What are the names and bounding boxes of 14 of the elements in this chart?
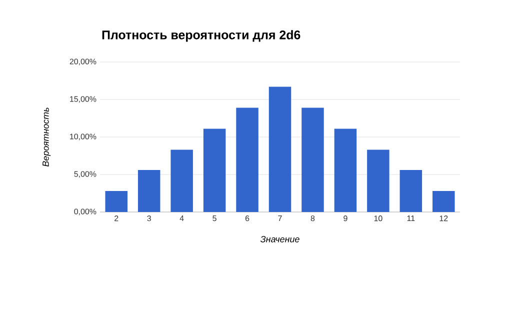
bar: [203, 128, 226, 212]
bar: [105, 191, 128, 212]
bar: [367, 150, 390, 212]
bar: [400, 170, 422, 212]
bar: [432, 191, 455, 212]
chart-title: Плотность вероятности для 2d6: [102, 30, 300, 42]
x-axis-title: Значение: [260, 236, 300, 242]
bar: [302, 108, 324, 212]
bar: [138, 170, 160, 212]
y-axis-title: Вероятность: [42, 108, 51, 167]
bar: [236, 108, 258, 212]
bar: [268, 86, 292, 212]
bar: [334, 128, 357, 212]
bar: [170, 150, 193, 212]
